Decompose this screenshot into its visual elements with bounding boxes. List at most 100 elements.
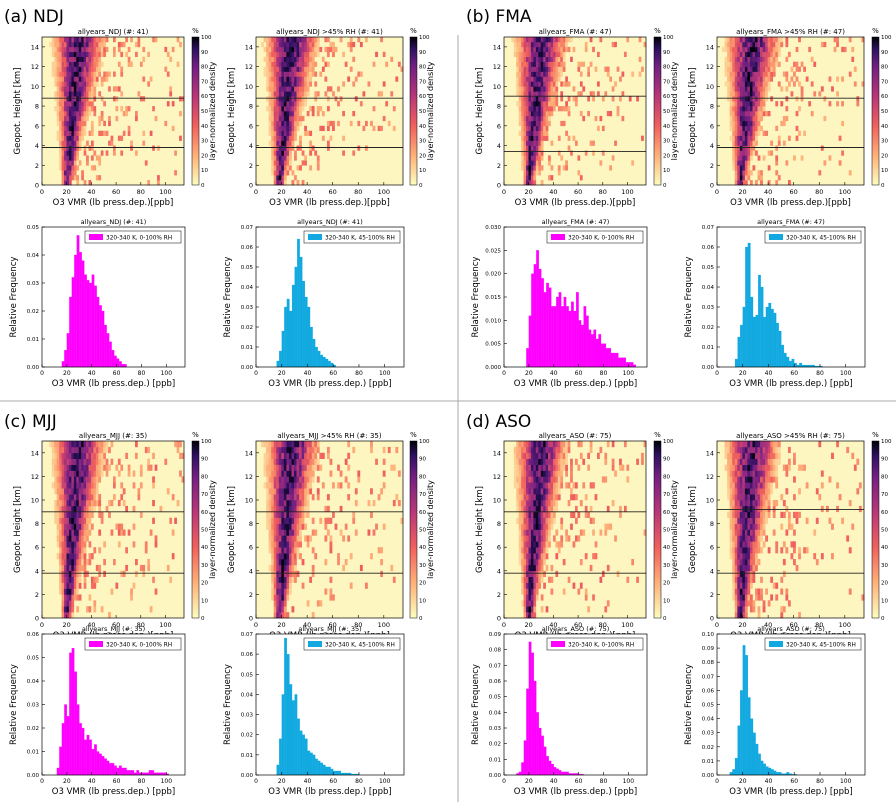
heatmap-cell [752,576,756,583]
heatmap-cell [299,140,302,146]
heatmap-cell [98,458,102,465]
heatmap-cell [765,494,768,501]
colorbar-tick-label: 100 [419,35,430,41]
heatmap-cell [299,61,302,67]
heatmap-cell [98,547,102,554]
heatmap-cell [110,588,114,595]
heatmap-cell [142,76,146,82]
heatmap-cell [291,125,295,132]
heatmap-cell [592,482,595,489]
heatmap-cell [64,125,67,132]
heatmap-cell [95,175,99,181]
heatmap-cell [526,505,529,513]
heatmap-cell [56,51,60,58]
heatmap-cell [729,535,733,542]
heatmap-cell [770,441,774,448]
heatmap-cell [266,505,269,513]
heatmap-cell [540,452,544,459]
heatmap-cell [550,66,554,72]
heatmap-cell [122,111,126,117]
heatmap-cell [526,150,529,156]
heatmap-cell [526,96,529,102]
heatmap-cell [135,559,138,566]
heatmap-cell [793,452,796,459]
heatmap-cell [521,464,524,471]
heatmap-cell [744,547,748,554]
colorbar-tick-label: 80 [663,65,670,71]
heatmap-cell [283,41,287,48]
heatmap-cell [550,106,554,112]
colorbar-tick-label: 10 [881,168,888,174]
heatmap-cell [66,547,70,554]
heatmap-cell [739,594,743,601]
histogram-background [42,227,185,367]
heatmap-cell [120,135,124,141]
heatmap-cell [749,535,753,542]
heatmap-cell [737,441,741,448]
heatmap-cell [555,56,559,62]
heatmap-cell [61,470,65,477]
heatmap-cell [545,125,549,132]
heatmap-cell [513,41,517,48]
heatmap-cell [747,170,751,176]
heatmap-cell [113,150,116,156]
heatmap-cell [78,564,82,572]
heatmap-cell [734,115,738,122]
heatmap-cell [760,535,763,542]
heatmap-cell [749,500,753,507]
heatmap-cell [288,46,292,53]
histogram-bar [84,274,87,368]
heatmap-cell [795,564,799,572]
histogram-bar [279,350,282,368]
heatmap-cell [727,441,730,448]
heatmap-cell [377,91,381,97]
heatmap-cell [380,547,384,554]
heatmap-cell [729,76,733,82]
histogram-xlabel: O3 VMR (lb press.dep.) [ppb] [268,379,391,389]
histogram-bar [312,338,316,368]
heatmap-cell [752,523,756,530]
y-tick-label: 14 [706,43,714,51]
x-tick-label: 100 [379,370,391,377]
heatmap-cell [286,464,290,471]
heatmap-cell [729,125,733,132]
heatmap-cell [286,96,290,102]
heatmap-cell [757,106,761,112]
heatmap-cell [93,500,97,507]
heatmap-cell [552,441,556,448]
heatmap-cell [732,56,736,62]
heatmap-cell [528,101,532,107]
heatmap-cell [521,96,524,102]
heatmap-cell [291,564,295,572]
heatmap-cell [316,464,320,471]
heatmap-cell [271,559,275,566]
heatmap-cell [76,56,80,62]
heatmap-cell [752,476,756,483]
heatmap-cell [276,517,280,524]
heatmap-cell [755,488,758,495]
heatmap-cell [283,441,287,448]
heatmap-cell [760,66,763,72]
heatmap-frame [503,440,647,619]
colorbar [653,36,662,186]
heatmap-cell [283,606,287,613]
heatmap-cell [64,470,67,477]
heatmap-cell [278,135,282,141]
heatmap-cell [316,106,320,112]
heatmap-cell [166,71,170,77]
heatmap-cell [86,140,89,146]
heatmap-cell [281,559,285,566]
heatmap-cell [535,61,539,67]
heatmap-cell [66,145,70,151]
heatmap-cell [59,101,62,107]
heatmap-cell [755,464,758,471]
heatmap-cell [105,150,109,156]
heatmap-cell [88,41,92,48]
heatmap-cell [772,458,776,465]
legend-swatch [308,234,322,240]
heatmap-cell [71,547,75,554]
heatmap-cell [286,56,290,62]
heatmap-cell [273,482,277,489]
heatmap-cell [88,111,92,117]
heatmap-cell [86,81,89,87]
